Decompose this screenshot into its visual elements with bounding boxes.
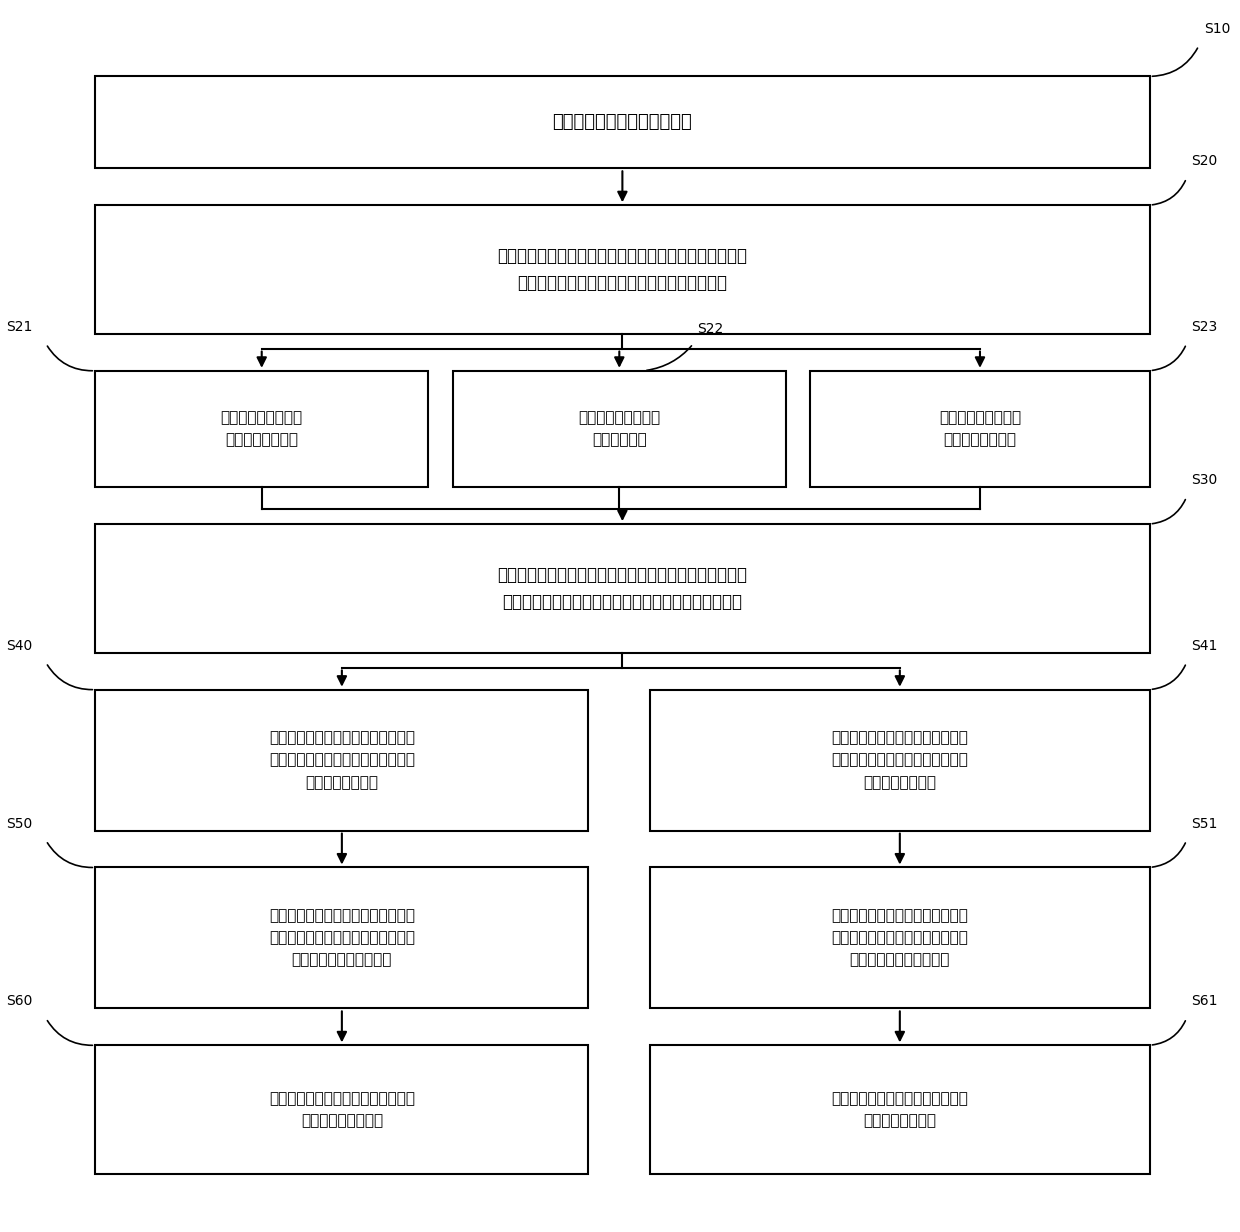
Text: 将发光二极管贴装在所述焊盘的显
露面，并将所述发光二极管的电极
引线与所述第二焊点连接: 将发光二极管贴装在所述焊盘的显 露面，并将所述发光二极管的电极 引线与所述第二焊… <box>831 908 968 967</box>
Bar <box>95 690 589 830</box>
Text: 对所述塑封层背向所述电路基板的
表面进行开槽操作，以显露所述焊
盘和所述第二焊点: 对所述塑封层背向所述电路基板的 表面进行开槽操作，以显露所述焊 盘和所述第二焊点 <box>831 731 968 790</box>
Text: S22: S22 <box>697 323 723 336</box>
Bar <box>95 524 1149 653</box>
Text: 在所述电路基板设有所述芯片的表面注塑形成塑封层，所
述塑封层包裹所述第一焊点、所述芯片及所述防护垫片: 在所述电路基板设有所述芯片的表面注塑形成塑封层，所 述塑封层包裹所述第一焊点、所… <box>497 567 748 611</box>
Bar <box>453 371 786 487</box>
Bar <box>650 690 1149 830</box>
Bar <box>95 371 428 487</box>
Text: 向显露所述焊盘和所述第二焊点的
开槽内填充透明胶: 向显露所述焊盘和所述第二焊点的 开槽内填充透明胶 <box>831 1092 968 1129</box>
Text: S60: S60 <box>6 994 32 1009</box>
Bar <box>95 867 589 1009</box>
Text: 在所述焊盘的表面贴
装第二导体片: 在所述焊盘的表面贴 装第二导体片 <box>578 410 661 447</box>
Text: 在所述第一焊点的表
面贴装第一导体片: 在所述第一焊点的表 面贴装第一导体片 <box>221 410 303 447</box>
Text: 提供具有第一焊点的电路基板: 提供具有第一焊点的电路基板 <box>553 113 692 132</box>
Text: 在所述电路基板设有所述第一焊点的表面贴装芯片，并于
所述芯片背向所述电路基板的表面贴装防护垫片: 在所述电路基板设有所述第一焊点的表面贴装芯片，并于 所述芯片背向所述电路基板的表… <box>497 248 748 292</box>
Bar <box>650 867 1149 1009</box>
Bar <box>95 76 1149 169</box>
Text: S40: S40 <box>6 639 32 653</box>
Text: S10: S10 <box>1204 22 1230 36</box>
Text: 将光电二极管贴装在所述防护垫片的
显露面，并将所述光电二极管的电极
引线与所述第一焊点连接: 将光电二极管贴装在所述防护垫片的 显露面，并将所述光电二极管的电极 引线与所述第… <box>269 908 415 967</box>
Text: 在所述第二焊点的表
面贴装第三导体片: 在所述第二焊点的表 面贴装第三导体片 <box>939 410 1021 447</box>
Text: S61: S61 <box>1192 994 1218 1009</box>
Text: S51: S51 <box>1192 817 1218 830</box>
Text: S30: S30 <box>1192 473 1218 487</box>
Text: 向显露所述防护垫片和所述第一焊点
的开槽内填充透明胶: 向显露所述防护垫片和所述第一焊点 的开槽内填充透明胶 <box>269 1092 415 1129</box>
Text: S41: S41 <box>1192 639 1218 653</box>
Bar <box>95 206 1149 334</box>
Bar <box>811 371 1149 487</box>
Text: S50: S50 <box>6 817 32 830</box>
Bar <box>95 1045 589 1174</box>
Bar <box>650 1045 1149 1174</box>
Text: S20: S20 <box>1192 154 1218 169</box>
Text: 对所述塑封层背向所述电路基板的表
面进行开槽操作，以显露所述防护垫
片和所述第一焊点: 对所述塑封层背向所述电路基板的表 面进行开槽操作，以显露所述防护垫 片和所述第一… <box>269 731 415 790</box>
Text: S21: S21 <box>6 320 32 334</box>
Text: S23: S23 <box>1192 320 1218 334</box>
